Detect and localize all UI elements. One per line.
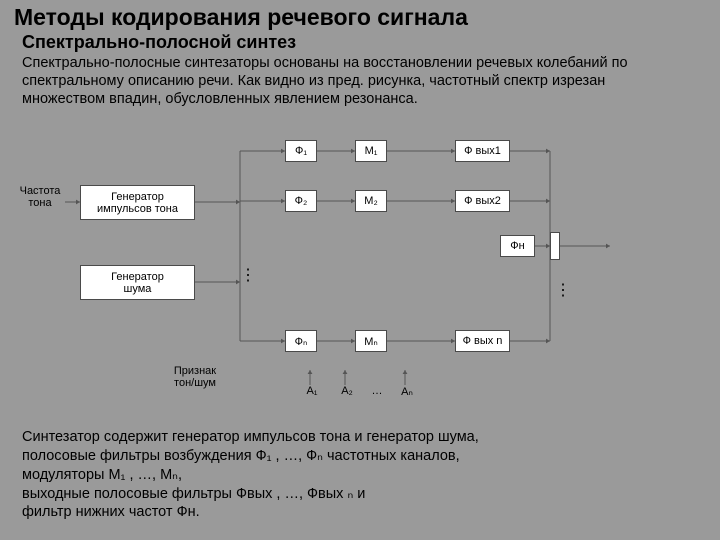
node-gen_tone: Генератор импульсов тона xyxy=(80,185,195,220)
node-freq_label: Частота тона xyxy=(10,185,70,215)
page-title: Методы кодирования речевого сигнала xyxy=(14,4,468,31)
node-Fn: Фₙ xyxy=(285,330,317,352)
vdots: ⋮ xyxy=(240,265,256,285)
node-M1: М₁ xyxy=(355,140,387,162)
node-Flp: Фн xyxy=(500,235,535,257)
node-A1: А₁ xyxy=(300,385,324,400)
node-Foutn: Ф вых n xyxy=(455,330,510,352)
node-F1: Ф₁ xyxy=(285,140,317,162)
node-An: Аₙ xyxy=(395,385,419,400)
closing-paragraph: Синтезатор содержит генератор импульсов … xyxy=(22,428,682,522)
node-F2: Ф₂ xyxy=(285,190,317,212)
closing-line: полосовые фильтры возбуждения Ф₁ , …, Фₙ… xyxy=(22,447,682,466)
page-subtitle: Спектрально-полосной синтез xyxy=(22,32,296,53)
node-feat_label: Признак тон/шум xyxy=(160,365,230,395)
closing-line: Синтезатор содержит генератор импульсов … xyxy=(22,428,682,447)
node-Adots: … xyxy=(365,385,389,400)
node-Fout2: Ф вых2 xyxy=(455,190,510,212)
closing-line: выходные полосовые фильтры Фвых , …, Фвы… xyxy=(22,485,682,504)
synthesizer-diagram: Частота тона Генератор импульсов тона Гене… xyxy=(10,140,710,420)
node-gen_noise: Генератор шума xyxy=(80,265,195,300)
vdots: ⋮ xyxy=(555,280,571,300)
node-M2: М₂ xyxy=(355,190,387,212)
node-A2: А₂ xyxy=(335,385,359,400)
closing-line: фильтр нижних частот Фн. xyxy=(22,503,682,522)
closing-line: модуляторы М₁ , …, Мₙ, xyxy=(22,466,682,485)
node-Mn: Мₙ xyxy=(355,330,387,352)
node-sum xyxy=(550,232,560,260)
node-Fout1: Ф вых1 xyxy=(455,140,510,162)
intro-paragraph: Спектрально-полосные синтезаторы основан… xyxy=(22,54,682,108)
